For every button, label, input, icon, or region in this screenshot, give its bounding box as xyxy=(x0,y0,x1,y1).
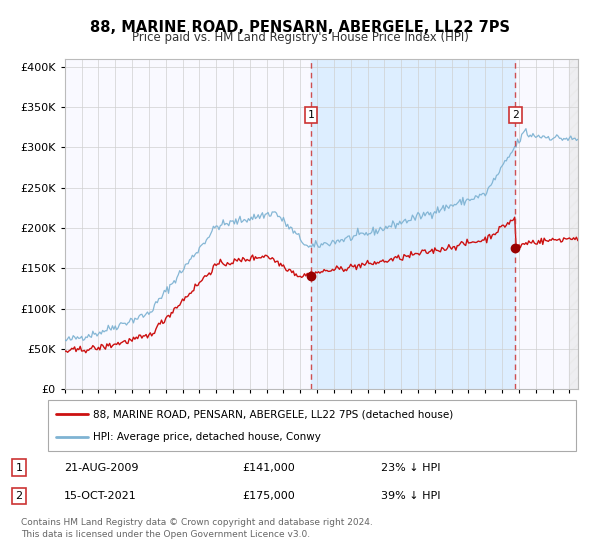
Text: £175,000: £175,000 xyxy=(242,491,295,501)
Text: 2: 2 xyxy=(512,110,519,120)
Text: 1: 1 xyxy=(308,110,314,120)
Text: 88, MARINE ROAD, PENSARN, ABERGELE, LL22 7PS: 88, MARINE ROAD, PENSARN, ABERGELE, LL22… xyxy=(90,20,510,35)
Text: 39% ↓ HPI: 39% ↓ HPI xyxy=(380,491,440,501)
Bar xyxy=(311,59,515,389)
Text: Contains HM Land Registry data © Crown copyright and database right 2024.
This d: Contains HM Land Registry data © Crown c… xyxy=(21,518,373,539)
Text: 15-OCT-2021: 15-OCT-2021 xyxy=(64,491,137,501)
Text: 23% ↓ HPI: 23% ↓ HPI xyxy=(380,463,440,473)
Text: 2: 2 xyxy=(16,491,22,501)
FancyBboxPatch shape xyxy=(48,400,576,451)
Text: 88, MARINE ROAD, PENSARN, ABERGELE, LL22 7PS (detached house): 88, MARINE ROAD, PENSARN, ABERGELE, LL22… xyxy=(93,409,453,419)
Text: 21-AUG-2009: 21-AUG-2009 xyxy=(64,463,139,473)
Text: Price paid vs. HM Land Registry's House Price Index (HPI): Price paid vs. HM Land Registry's House … xyxy=(131,31,469,44)
Bar xyxy=(569,59,578,389)
Text: 1: 1 xyxy=(16,463,22,473)
Text: HPI: Average price, detached house, Conwy: HPI: Average price, detached house, Conw… xyxy=(93,432,321,442)
Text: £141,000: £141,000 xyxy=(242,463,295,473)
